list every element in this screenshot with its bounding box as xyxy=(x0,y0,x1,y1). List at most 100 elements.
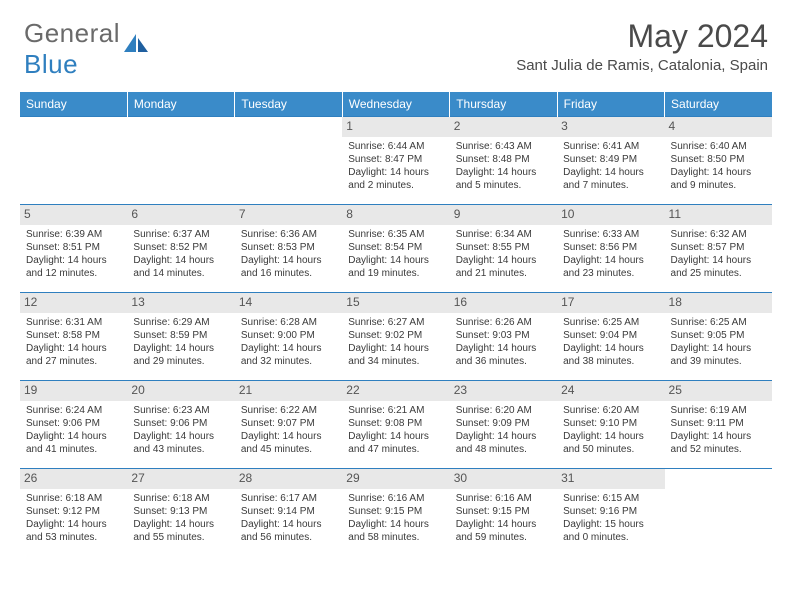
calendar-day-cell: 16Sunrise: 6:26 AMSunset: 9:03 PMDayligh… xyxy=(450,293,557,381)
logo-sail-icon xyxy=(122,32,152,54)
day-detail-line: Sunset: 9:06 PM xyxy=(133,417,228,430)
day-number: 27 xyxy=(127,469,234,489)
calendar-day-cell: 20Sunrise: 6:23 AMSunset: 9:06 PMDayligh… xyxy=(127,381,234,469)
day-detail-line: Daylight: 14 hours xyxy=(241,342,336,355)
day-detail-line: Sunrise: 6:39 AM xyxy=(26,228,121,241)
day-detail-line: and 52 minutes. xyxy=(671,443,766,456)
day-number: 6 xyxy=(127,205,234,225)
calendar-week-row: ...1Sunrise: 6:44 AMSunset: 8:47 PMDayli… xyxy=(20,117,772,205)
day-detail-line: Sunrise: 6:27 AM xyxy=(348,316,443,329)
day-detail-line: Sunrise: 6:28 AM xyxy=(241,316,336,329)
logo-blue: Blue xyxy=(24,49,78,79)
calendar-day-cell: 1Sunrise: 6:44 AMSunset: 8:47 PMDaylight… xyxy=(342,117,449,205)
day-detail-line: Sunrise: 6:16 AM xyxy=(348,492,443,505)
day-detail-line: Daylight: 14 hours xyxy=(348,166,443,179)
day-detail-line: Sunset: 9:00 PM xyxy=(241,329,336,342)
day-detail-line: Sunset: 8:52 PM xyxy=(133,241,228,254)
day-detail-line: and 50 minutes. xyxy=(563,443,658,456)
day-detail-line: Sunrise: 6:20 AM xyxy=(456,404,551,417)
header: General Blue May 2024 Sant Julia de Rami… xyxy=(0,0,792,80)
day-detail-line: Sunset: 9:16 PM xyxy=(563,505,658,518)
day-detail-line: Sunset: 9:02 PM xyxy=(348,329,443,342)
day-detail-line: and 0 minutes. xyxy=(563,531,658,544)
logo: General Blue xyxy=(24,18,154,80)
day-detail-line: Sunset: 9:07 PM xyxy=(241,417,336,430)
day-detail-line: Sunrise: 6:40 AM xyxy=(671,140,766,153)
day-detail-line: and 56 minutes. xyxy=(241,531,336,544)
day-number: 12 xyxy=(20,293,127,313)
day-detail-line: Daylight: 14 hours xyxy=(563,166,658,179)
day-detail-line: Sunrise: 6:24 AM xyxy=(26,404,121,417)
day-number: 29 xyxy=(342,469,449,489)
day-number: 25 xyxy=(665,381,772,401)
calendar-day-cell: 2Sunrise: 6:43 AMSunset: 8:48 PMDaylight… xyxy=(450,117,557,205)
calendar-day-cell: 15Sunrise: 6:27 AMSunset: 9:02 PMDayligh… xyxy=(342,293,449,381)
day-detail-line: Daylight: 14 hours xyxy=(671,254,766,267)
logo-general: General xyxy=(24,18,120,48)
calendar-day-cell: 10Sunrise: 6:33 AMSunset: 8:56 PMDayligh… xyxy=(557,205,664,293)
day-detail-line: Sunrise: 6:16 AM xyxy=(456,492,551,505)
calendar-week-row: 19 Sunrise: 6:24 AM Sunset: 9:06 PM Dayligh… xyxy=(20,381,772,469)
day-detail-line: Sunset: 8:57 PM xyxy=(671,241,766,254)
day-number: 30 xyxy=(450,469,557,489)
day-detail-line: Sunset: 8:58 PM xyxy=(26,329,121,342)
day-number: 28 xyxy=(235,469,342,489)
day-detail-line: Sunset: 8:59 PM xyxy=(133,329,228,342)
day-detail-line: Sunrise: 6:20 AM xyxy=(563,404,658,417)
day-detail-line: Sunrise: 6:18 AM xyxy=(26,492,121,505)
day-number: 1 xyxy=(342,117,449,137)
day-number: 8 xyxy=(342,205,449,225)
day-detail-line: Sunrise: 6:33 AM xyxy=(563,228,658,241)
day-detail-line: and 32 minutes. xyxy=(241,355,336,368)
day-detail-line: Daylight: 14 hours xyxy=(241,518,336,531)
day-detail-line: Daylight: 14 hours xyxy=(456,430,551,443)
day-detail-line: Daylight: 14 hours xyxy=(348,518,443,531)
day-detail-line: Daylight: 14 hours xyxy=(241,254,336,267)
day-detail-line: and 27 minutes. xyxy=(26,355,121,368)
calendar-day-cell: 5Sunrise: 6:39 AMSunset: 8:51 PMDaylight… xyxy=(20,205,127,293)
calendar-empty-cell: . xyxy=(20,117,127,205)
day-number: 31 xyxy=(557,469,664,489)
day-number: 18 xyxy=(665,293,772,313)
day-number: 17 xyxy=(557,293,664,313)
weekday-header: Saturday xyxy=(665,92,772,117)
day-detail-line: Sunrise: 6:35 AM xyxy=(348,228,443,241)
day-detail-line: Sunset: 8:51 PM xyxy=(26,241,121,254)
day-number: 22 xyxy=(342,381,449,401)
day-detail-line: Sunrise: 6:29 AM xyxy=(133,316,228,329)
day-detail-line: and 48 minutes. xyxy=(456,443,551,456)
day-number: 5 xyxy=(20,205,127,225)
day-number: 19 xyxy=(20,381,127,401)
day-detail-line: Sunrise: 6:17 AM xyxy=(241,492,336,505)
calendar-day-cell: 14Sunrise: 6:28 AMSunset: 9:00 PMDayligh… xyxy=(235,293,342,381)
calendar-day-cell: 21Sunrise: 6:22 AMSunset: 9:07 PMDayligh… xyxy=(235,381,342,469)
day-detail-line: Sunrise: 6:37 AM xyxy=(133,228,228,241)
day-detail-line: and 21 minutes. xyxy=(456,267,551,280)
day-detail-line: and 47 minutes. xyxy=(348,443,443,456)
day-detail-line: Daylight: 14 hours xyxy=(456,518,551,531)
day-detail-line: and 2 minutes. xyxy=(348,179,443,192)
day-detail-line: Sunset: 9:15 PM xyxy=(348,505,443,518)
day-number: 26 xyxy=(20,469,127,489)
calendar-body: ...1Sunrise: 6:44 AMSunset: 8:47 PMDayli… xyxy=(20,117,772,557)
weekday-header: Sunday xyxy=(20,92,127,117)
calendar-day-cell: 8Sunrise: 6:35 AMSunset: 8:54 PMDaylight… xyxy=(342,205,449,293)
day-detail-line: Sunrise: 6:22 AM xyxy=(241,404,336,417)
calendar-day-cell: 27Sunrise: 6:18 AMSunset: 9:13 PMDayligh… xyxy=(127,469,234,557)
logo-text: General Blue xyxy=(24,18,120,80)
day-detail-line: Sunrise: 6:44 AM xyxy=(348,140,443,153)
day-detail-line: Daylight: 14 hours xyxy=(456,166,551,179)
day-detail-line: Sunset: 8:49 PM xyxy=(563,153,658,166)
weekday-header: Wednesday xyxy=(342,92,449,117)
day-number: 23 xyxy=(450,381,557,401)
calendar-day-cell: 4Sunrise: 6:40 AMSunset: 8:50 PMDaylight… xyxy=(665,117,772,205)
day-detail-line: Daylight: 14 hours xyxy=(563,430,658,443)
day-detail-line: Daylight: 14 hours xyxy=(26,430,121,443)
day-detail-line: Daylight: 15 hours xyxy=(563,518,658,531)
day-number: 3 xyxy=(557,117,664,137)
day-detail-line: Sunrise: 6:31 AM xyxy=(26,316,121,329)
day-detail-line: and 12 minutes. xyxy=(26,267,121,280)
day-detail-line: Sunrise: 6:15 AM xyxy=(563,492,658,505)
day-detail-line: Daylight: 14 hours xyxy=(456,342,551,355)
day-detail-line: Sunset: 9:03 PM xyxy=(456,329,551,342)
